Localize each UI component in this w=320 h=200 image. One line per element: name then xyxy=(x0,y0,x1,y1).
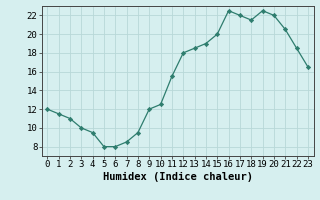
X-axis label: Humidex (Indice chaleur): Humidex (Indice chaleur) xyxy=(103,172,252,182)
